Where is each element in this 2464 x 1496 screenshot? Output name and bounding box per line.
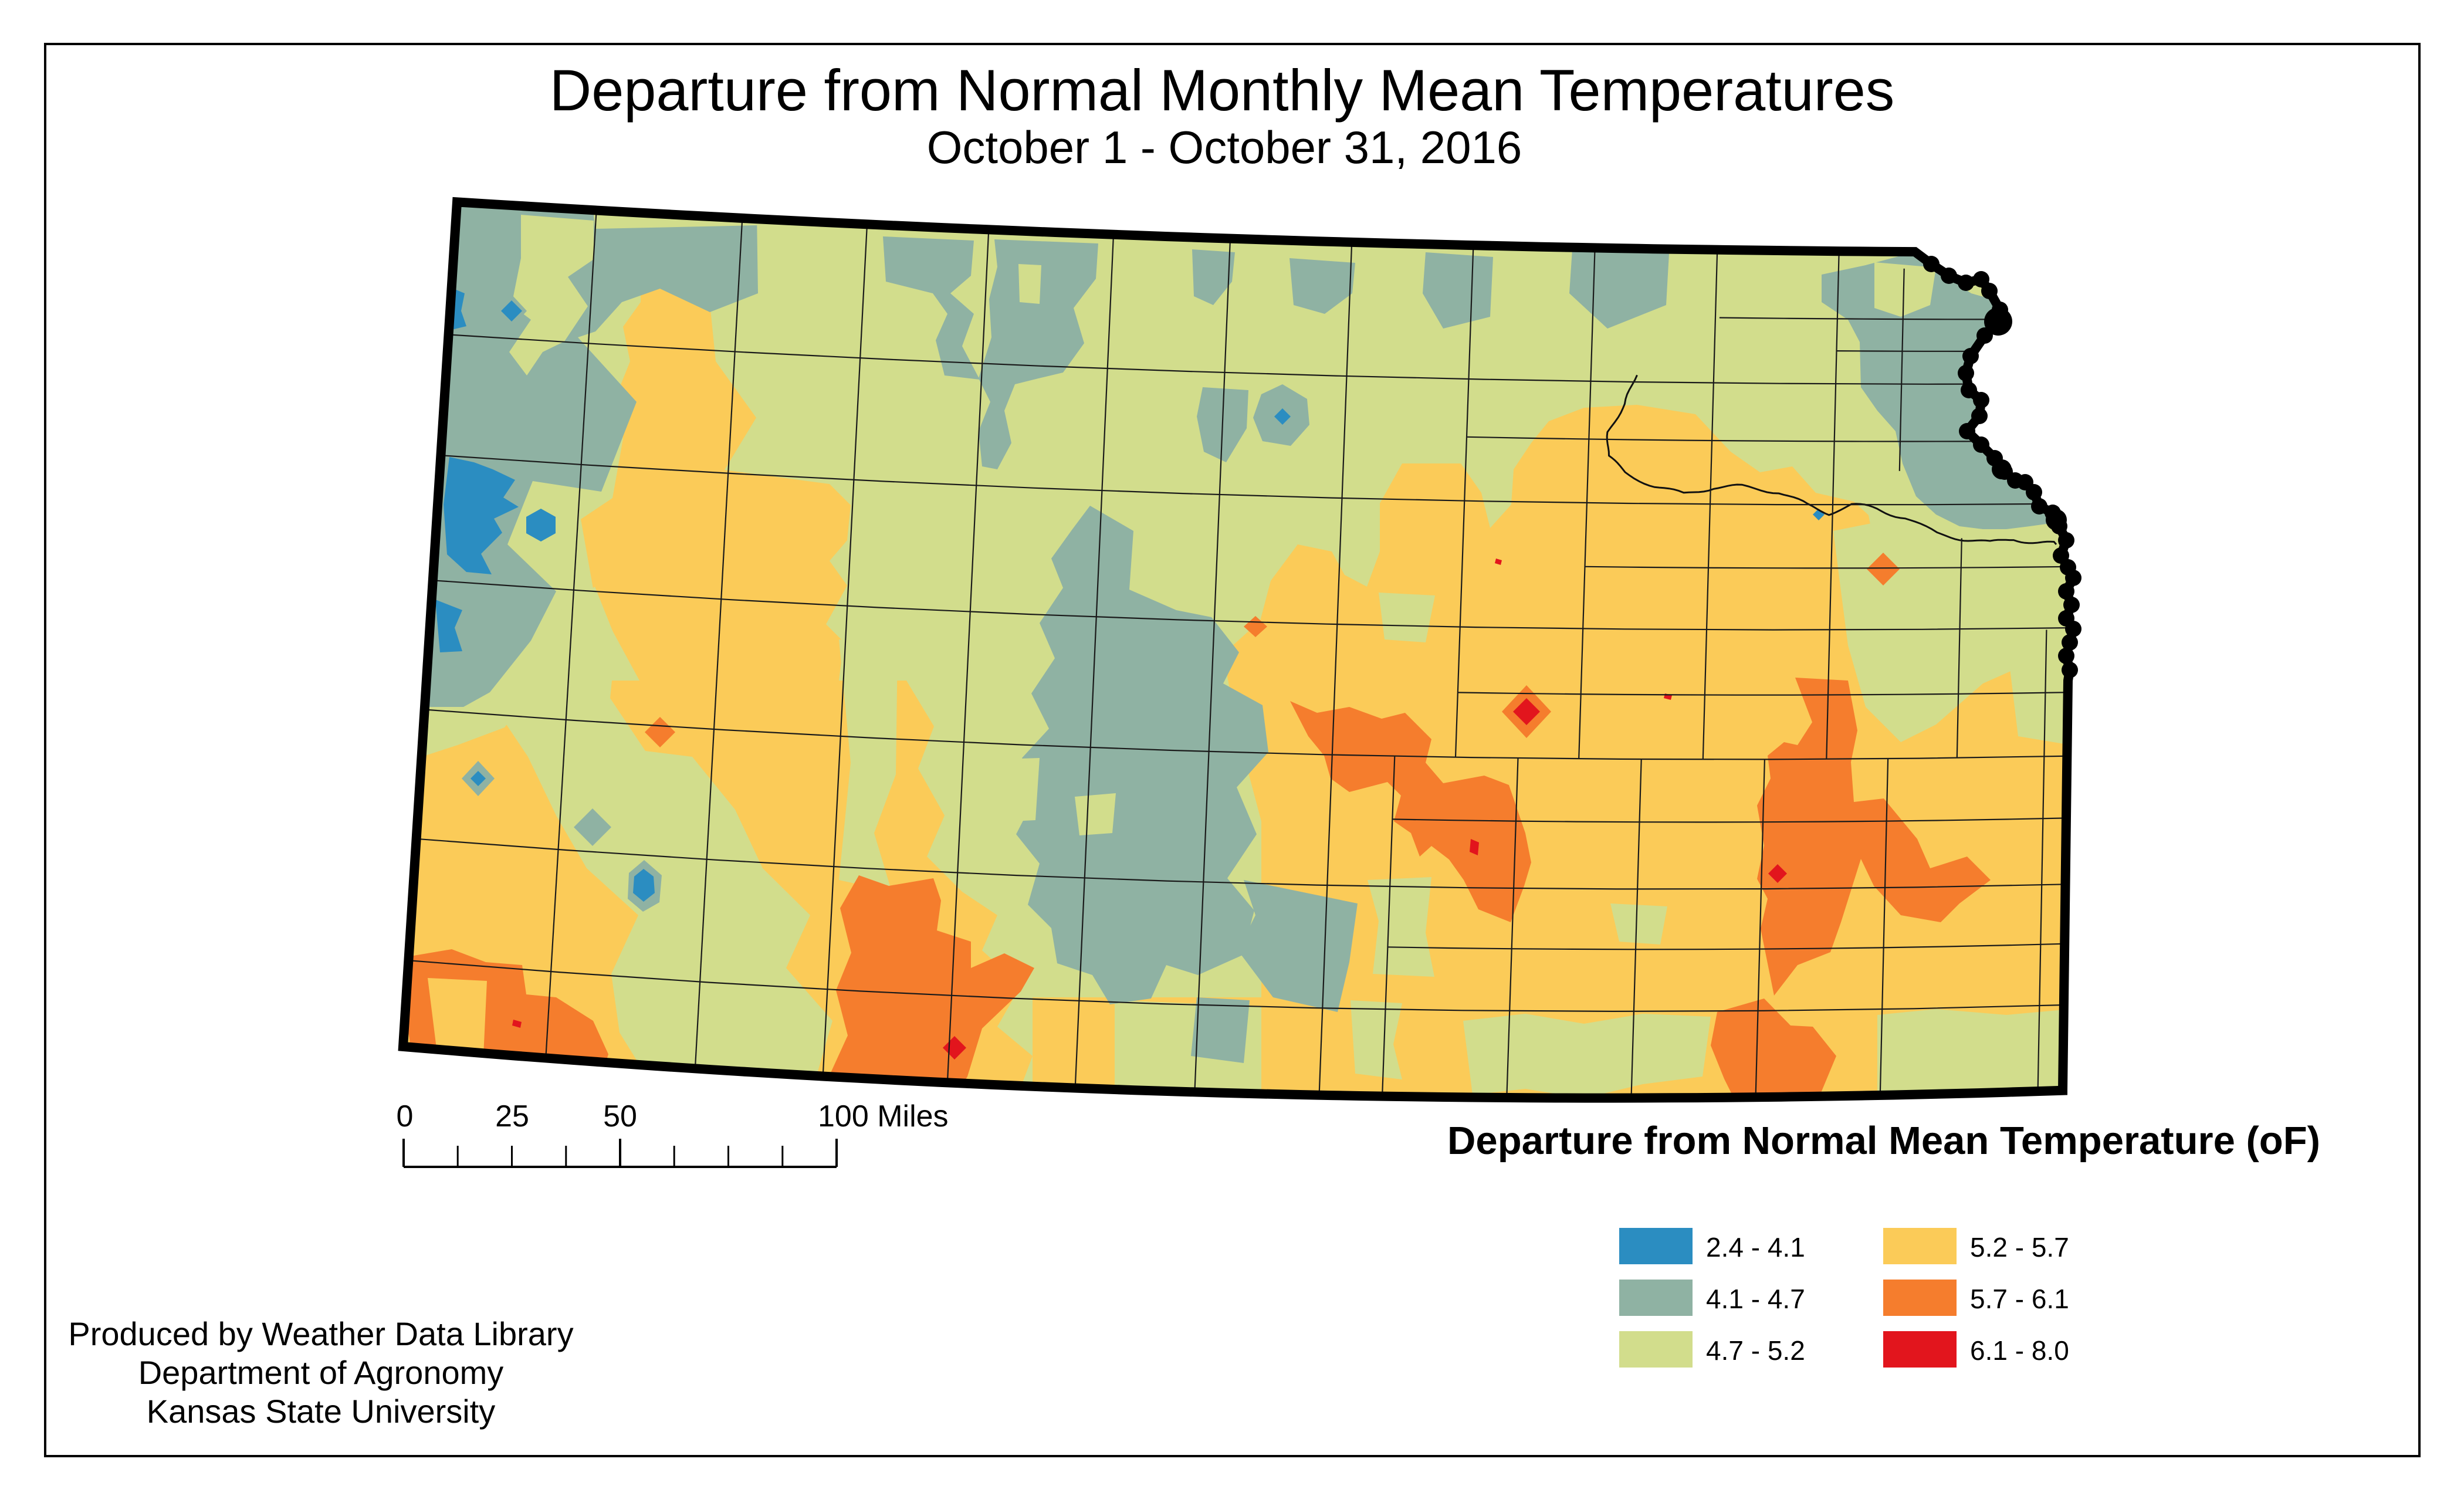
svg-text:Produced by Weather Data Libra: Produced by Weather Data Library xyxy=(68,1315,573,1352)
svg-text:Department of Agronomy: Department of Agronomy xyxy=(138,1354,504,1391)
svg-text:50: 50 xyxy=(603,1099,637,1133)
svg-text:25: 25 xyxy=(495,1099,529,1133)
svg-text:0: 0 xyxy=(397,1099,414,1133)
svg-text:Departure from Normal Monthly: Departure from Normal Monthly Mean Tempe… xyxy=(550,57,1895,123)
svg-text:4.1 - 4.7: 4.1 - 4.7 xyxy=(1706,1284,1805,1314)
svg-text:4.7 - 5.2: 4.7 - 5.2 xyxy=(1706,1335,1805,1366)
svg-text:5.7 - 6.1: 5.7 - 6.1 xyxy=(1970,1284,2069,1314)
svg-text:October 1 - October 31, 2016: October 1 - October 31, 2016 xyxy=(927,121,1522,173)
svg-text:100 Miles: 100 Miles xyxy=(818,1099,949,1133)
svg-text:Kansas State University: Kansas State University xyxy=(147,1393,495,1430)
svg-text:5.2 - 5.7: 5.2 - 5.7 xyxy=(1970,1232,2069,1263)
svg-text:2.4 - 4.1: 2.4 - 4.1 xyxy=(1706,1232,1805,1263)
svg-text:Departure from Normal Mean Tem: Departure from Normal Mean Temperature (… xyxy=(1447,1119,2320,1163)
svg-text:6.1 - 8.0: 6.1 - 8.0 xyxy=(1970,1335,2069,1366)
